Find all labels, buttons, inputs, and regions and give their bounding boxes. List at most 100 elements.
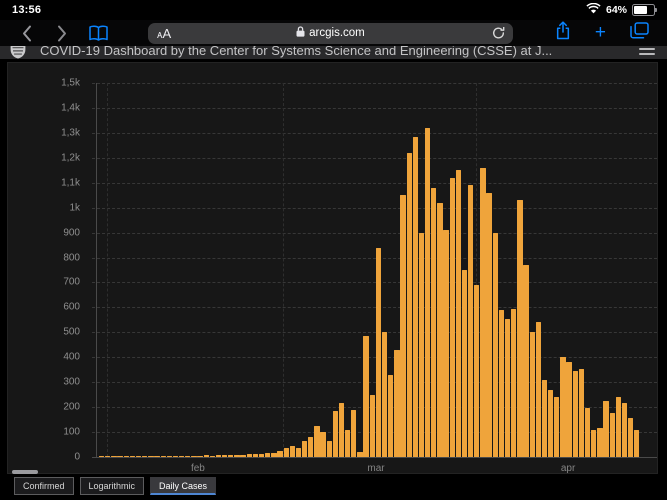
bar[interactable]	[160, 456, 166, 457]
bar[interactable]	[99, 456, 105, 457]
bar[interactable]	[351, 409, 357, 457]
tabs-button[interactable]	[630, 22, 649, 44]
bar[interactable]	[474, 284, 480, 457]
bar[interactable]	[357, 452, 363, 457]
reload-button[interactable]	[492, 26, 505, 45]
bar[interactable]	[271, 452, 277, 457]
bar[interactable]	[511, 308, 517, 457]
bar[interactable]	[548, 389, 554, 457]
bar[interactable]	[332, 410, 339, 457]
bar[interactable]	[541, 379, 548, 457]
bar[interactable]	[111, 456, 117, 457]
horizontal-scrollbar-thumb[interactable]	[12, 470, 38, 474]
bar[interactable]	[345, 429, 351, 457]
bookmarks-button[interactable]	[86, 22, 110, 44]
bar[interactable]	[166, 456, 172, 457]
bar[interactable]	[468, 185, 474, 457]
bar[interactable]	[320, 431, 326, 457]
bar[interactable]	[228, 454, 234, 457]
bar[interactable]	[240, 454, 246, 457]
bar[interactable]	[431, 187, 437, 457]
bar[interactable]	[504, 318, 511, 457]
bar[interactable]	[363, 336, 369, 457]
bar[interactable]	[461, 270, 468, 457]
bar[interactable]	[301, 441, 308, 457]
bar[interactable]	[375, 247, 382, 457]
bar[interactable]	[597, 428, 603, 457]
bar[interactable]	[578, 368, 585, 457]
bar[interactable]	[634, 429, 640, 457]
bar[interactable]	[105, 456, 111, 457]
bar[interactable]	[258, 453, 265, 457]
url-bar[interactable]: ᴀA arcgis.com	[148, 22, 513, 45]
bar[interactable]	[486, 192, 492, 457]
bar[interactable]	[418, 232, 425, 457]
tab-daily-cases[interactable]: Daily Cases	[150, 477, 217, 495]
back-button[interactable]	[14, 22, 38, 44]
bar[interactable]	[498, 309, 505, 457]
bar[interactable]	[308, 437, 314, 457]
bar[interactable]	[455, 170, 462, 457]
bar[interactable]	[412, 136, 418, 457]
bar[interactable]	[117, 456, 123, 457]
bar[interactable]	[591, 429, 597, 457]
bar[interactable]	[394, 349, 400, 457]
bar[interactable]	[215, 455, 222, 457]
bar[interactable]	[388, 374, 394, 457]
bar[interactable]	[535, 322, 541, 457]
bar[interactable]	[369, 394, 375, 457]
forward-button[interactable]	[50, 22, 74, 44]
bar[interactable]	[142, 456, 148, 457]
bar[interactable]	[609, 413, 615, 457]
bar[interactable]	[203, 455, 209, 457]
bar[interactable]	[517, 200, 523, 457]
bar[interactable]	[480, 167, 486, 457]
bar[interactable]	[246, 454, 252, 457]
bar[interactable]	[437, 202, 443, 457]
bar[interactable]	[295, 447, 302, 457]
reader-mode-button[interactable]: ᴀA	[157, 25, 172, 41]
bar[interactable]	[615, 397, 621, 457]
bar[interactable]	[265, 453, 271, 457]
bar[interactable]	[449, 177, 455, 457]
bar[interactable]	[424, 127, 431, 457]
bar[interactable]	[191, 455, 197, 457]
bar[interactable]	[197, 455, 203, 457]
bar[interactable]	[277, 450, 283, 457]
bar[interactable]	[621, 403, 628, 457]
bar[interactable]	[289, 445, 295, 457]
bar[interactable]	[172, 455, 179, 457]
bar[interactable]	[148, 456, 154, 457]
tab-confirmed[interactable]: Confirmed	[14, 477, 74, 495]
bar[interactable]	[560, 357, 566, 457]
bar[interactable]	[554, 397, 560, 457]
bar[interactable]	[222, 455, 228, 457]
bar[interactable]	[185, 455, 191, 457]
bar[interactable]	[209, 455, 215, 457]
bar[interactable]	[406, 152, 412, 457]
bar[interactable]	[314, 426, 320, 457]
bar[interactable]	[443, 230, 449, 457]
new-tab-button[interactable]: +	[594, 22, 606, 43]
bar[interactable]	[129, 456, 136, 457]
share-button[interactable]	[555, 21, 571, 45]
tab-logarithmic[interactable]: Logarithmic	[79, 477, 145, 495]
bar[interactable]	[584, 408, 591, 457]
bar[interactable]	[603, 400, 609, 457]
bar[interactable]	[234, 455, 240, 457]
bar[interactable]	[566, 362, 572, 457]
bar[interactable]	[252, 454, 259, 457]
bar[interactable]	[400, 195, 406, 457]
bar[interactable]	[572, 370, 578, 457]
bar[interactable]	[326, 440, 332, 457]
menu-icon[interactable]	[639, 48, 655, 58]
bar[interactable]	[283, 448, 289, 457]
bar[interactable]	[381, 332, 388, 457]
bar[interactable]	[492, 232, 498, 457]
bar[interactable]	[523, 265, 529, 457]
bar[interactable]	[338, 403, 345, 457]
bar[interactable]	[154, 456, 160, 457]
bar[interactable]	[123, 456, 129, 457]
bar[interactable]	[627, 418, 634, 457]
bar[interactable]	[135, 456, 142, 457]
